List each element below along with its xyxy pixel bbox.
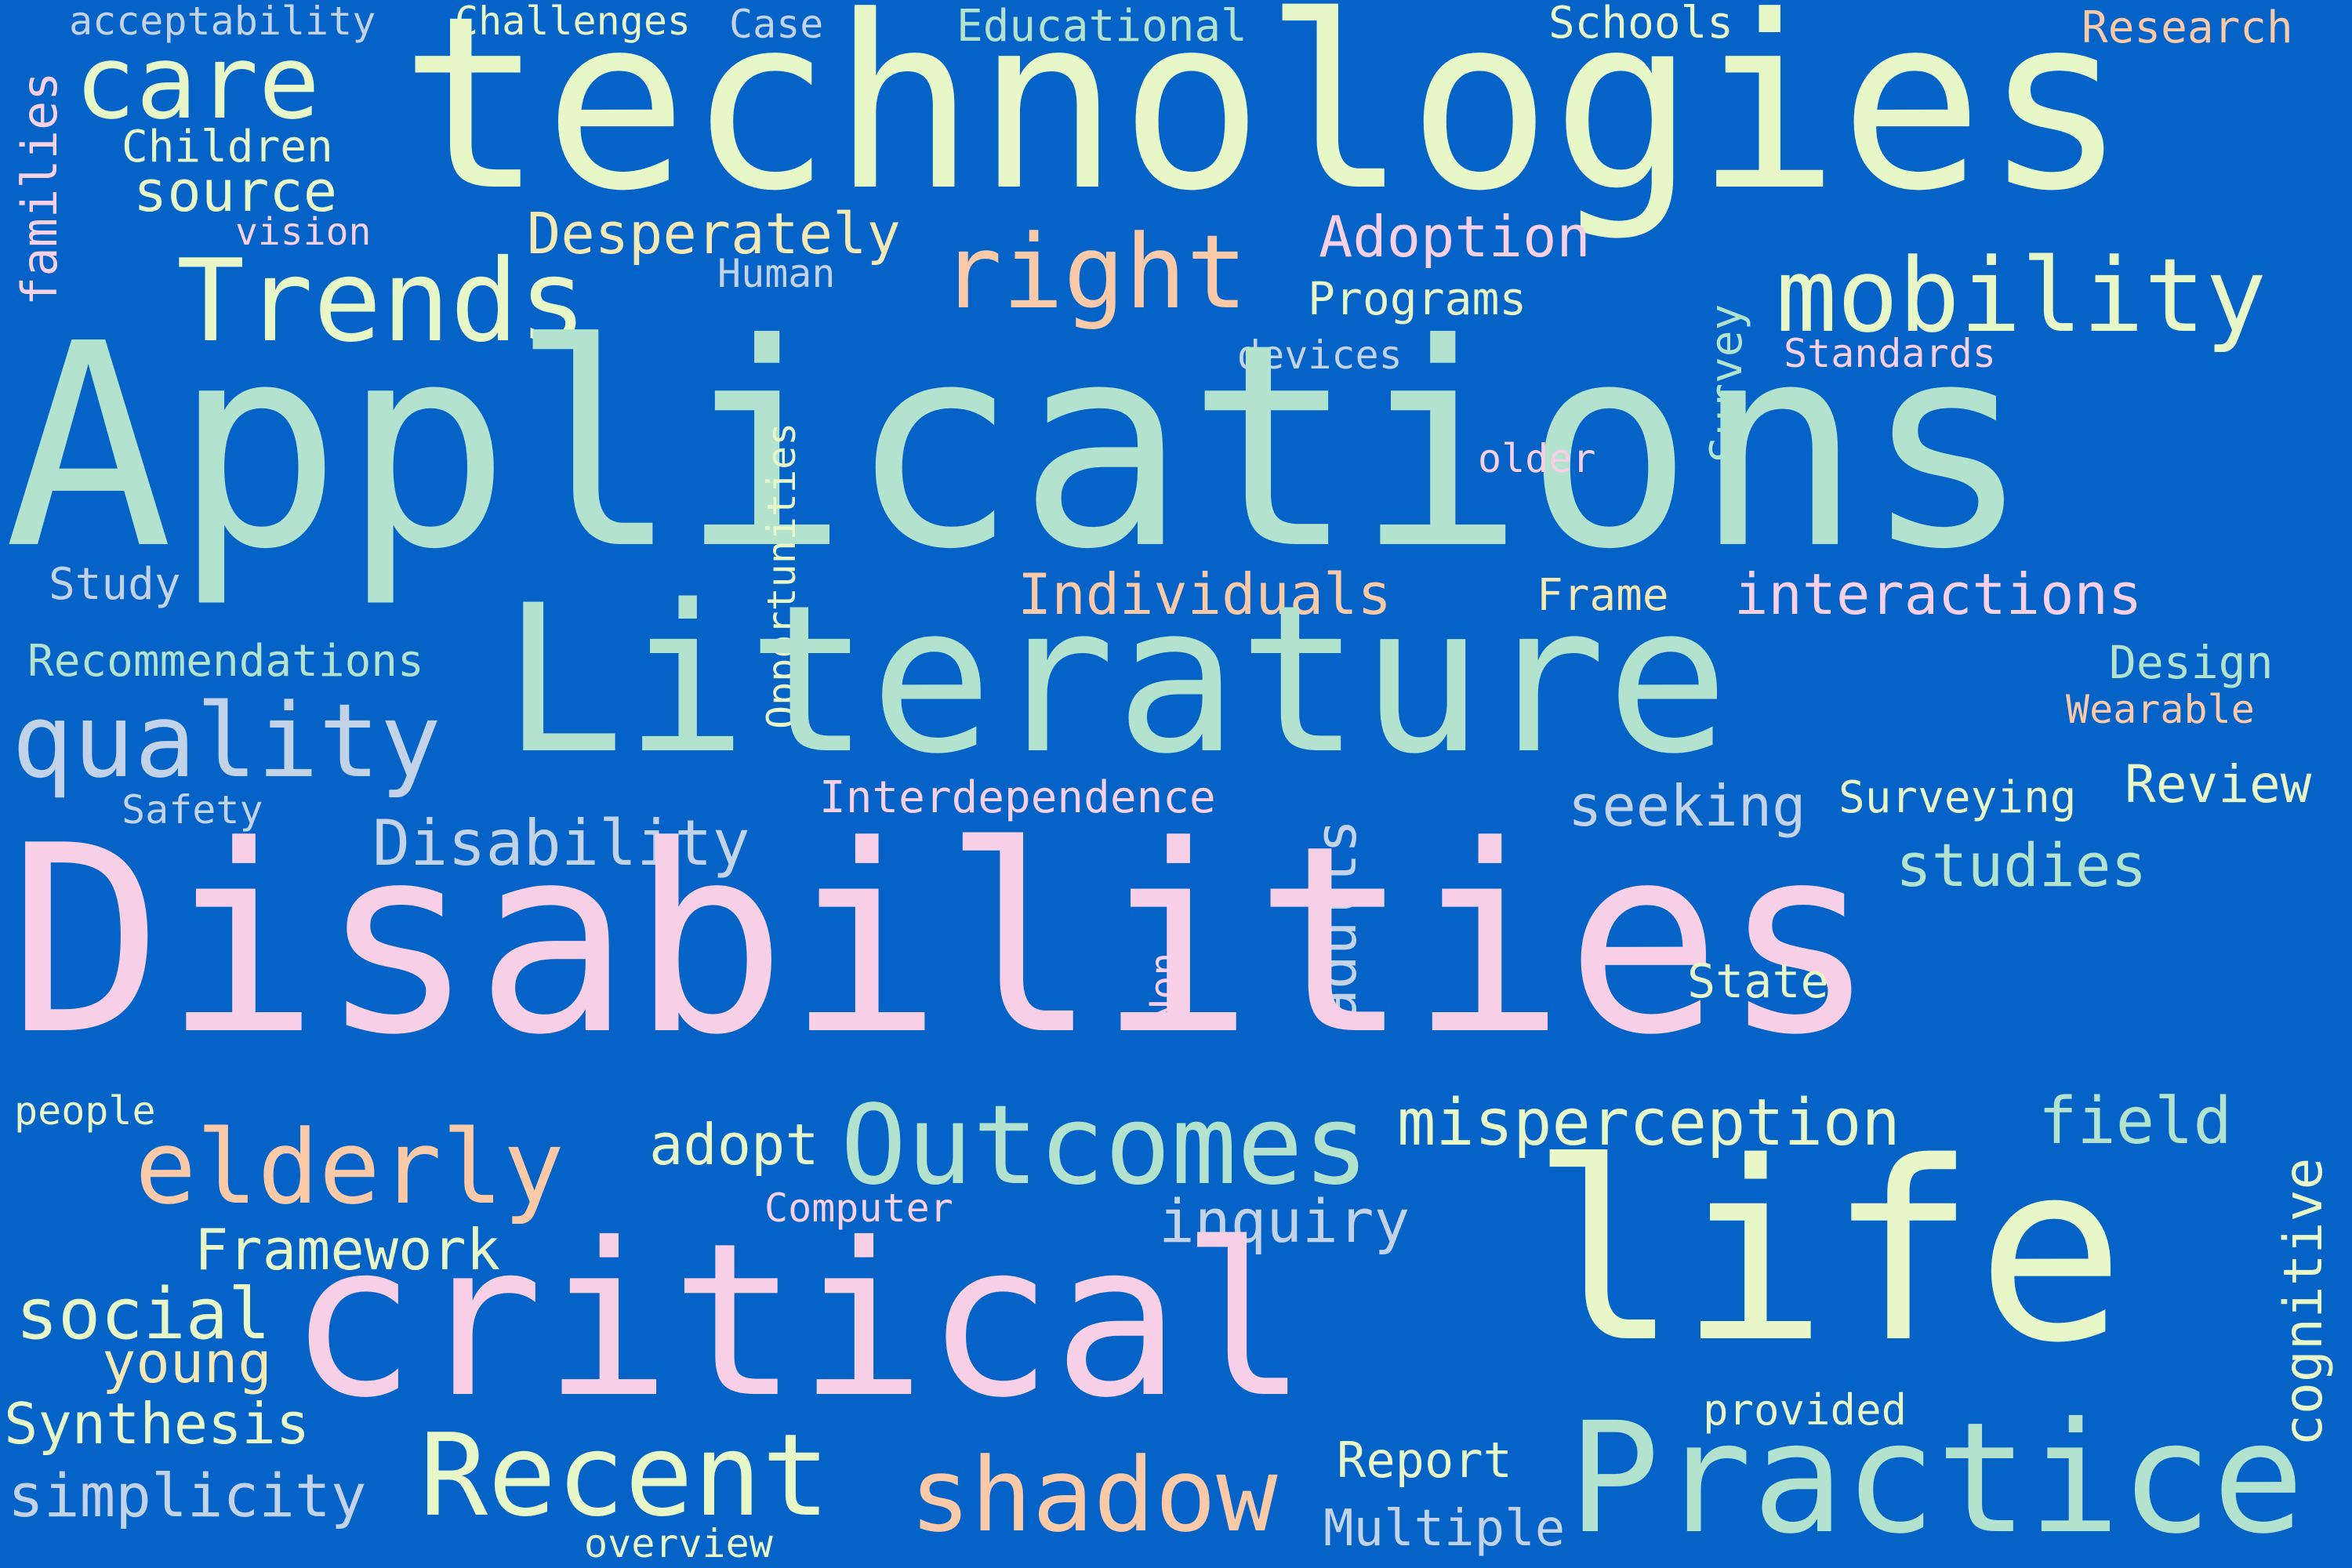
word-applications: Applications: [4, 285, 2032, 611]
word-care: care: [74, 23, 321, 142]
word-challenges: Challenges: [455, 0, 691, 44]
word-wearable: Wearable: [2066, 687, 2255, 732]
word-schools: Schools: [1548, 0, 1734, 49]
word-seeking: seeking: [1568, 773, 1806, 839]
word-older: older: [1478, 436, 1596, 481]
word-report: Report: [1337, 1432, 1512, 1489]
word-practice: Practice: [1568, 1389, 2305, 1567]
word-trends: Trends: [176, 235, 587, 368]
word-acceptability: acceptability: [69, 0, 376, 44]
word-frame: Frame: [1537, 570, 1669, 621]
word-recent: Recent: [419, 1410, 830, 1542]
word-framework: Framework: [194, 1217, 501, 1283]
word-technologies: technologies: [400, 0, 2128, 243]
word-disability: Disability: [372, 807, 750, 880]
word-life: life: [1530, 1110, 2125, 1397]
word-interactions: interactions: [1734, 561, 2143, 627]
word-review: Review: [2125, 754, 2312, 815]
word-design: Design: [2109, 636, 2274, 689]
word-studies: studies: [1896, 830, 2147, 900]
word-inquiry: inquiry: [1159, 1186, 1410, 1256]
word-non: Non: [1142, 952, 1187, 1023]
word-case: Case: [729, 2, 824, 47]
word-field: field: [2038, 1084, 2232, 1159]
word-vision: vision: [235, 210, 372, 254]
word-interdependence: Interdependence: [819, 772, 1216, 823]
word-simplicity: simplicity: [8, 1461, 367, 1530]
word-adoption: Adoption: [1319, 204, 1591, 270]
word-source: source: [133, 158, 338, 224]
word-state: State: [1687, 954, 1829, 1009]
word-mobility: mobility: [1776, 236, 2267, 355]
word-people: people: [14, 1088, 156, 1134]
word-surveying: Surveying: [1838, 772, 2077, 823]
word-quality: quality: [12, 681, 441, 800]
word-right: right: [941, 212, 1248, 332]
word-study: Study: [49, 559, 181, 610]
word-recommendations: Recommendations: [27, 636, 424, 687]
word-adopt: adopt: [649, 1112, 819, 1178]
word-computer: Computer: [764, 1185, 953, 1231]
word-standards: Standards: [1784, 331, 1996, 376]
word-provided: provided: [1703, 1385, 1907, 1435]
word-devices: devices: [1237, 332, 1403, 378]
word-overview: overview: [584, 1521, 773, 1566]
word-literature: Literature: [502, 562, 1730, 799]
word-misperception: misperception: [1397, 1086, 1900, 1160]
word-outcomes: Outcomes: [840, 1082, 1370, 1210]
word-human: Human: [717, 251, 836, 296]
word-critical: critical: [289, 1197, 1308, 1444]
word-safety: Safety: [122, 787, 263, 833]
word-elderly: elderly: [135, 1108, 564, 1227]
word-individuals: Individuals: [1018, 561, 1392, 627]
word-shadow: shadow: [909, 1436, 1278, 1555]
word-research: Research: [2082, 2, 2293, 53]
word-social: social: [16, 1273, 271, 1356]
word-disabilities: Disabilities: [8, 790, 1878, 1091]
word-children: Children: [122, 122, 333, 172]
word-multiple: Multiple: [1323, 1500, 1566, 1558]
word-young: young: [102, 1330, 272, 1396]
word-families: families: [11, 71, 68, 306]
word-desperately: Desperately: [527, 201, 901, 267]
word-synthesis: Synthesis: [4, 1391, 310, 1457]
word-educational: Educational: [956, 1, 1247, 52]
word-programs: Programs: [1308, 272, 1527, 325]
